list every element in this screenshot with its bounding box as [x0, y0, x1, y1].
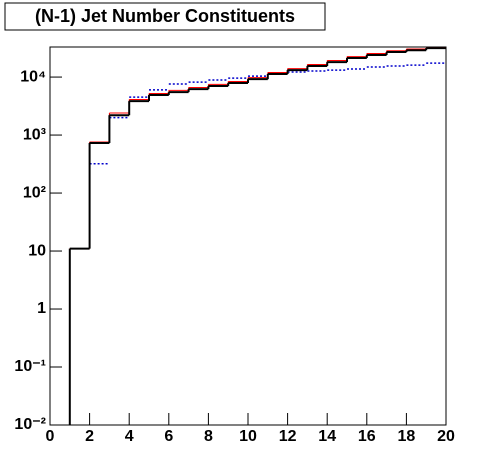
- x-tick-label: 0: [46, 428, 55, 445]
- x-tick-label: 6: [164, 428, 173, 445]
- chart-title: (N-1) Jet Number Constituents: [35, 6, 295, 26]
- x-tick-label: 10: [239, 428, 257, 445]
- y-tick-label: 10⁻²: [14, 416, 46, 433]
- x-tick-label: 4: [125, 428, 134, 445]
- x-tick-label: 20: [437, 428, 455, 445]
- y-tick-label: 1: [37, 300, 46, 317]
- plot-frame: [49, 46, 447, 426]
- y-tick-label: 10⁻¹: [14, 358, 46, 375]
- x-tick-label: 8: [204, 428, 213, 445]
- x-tick-label: 12: [279, 428, 297, 445]
- y-tick-label: 10⁴: [20, 68, 46, 85]
- x-tick-label: 2: [85, 428, 94, 445]
- y-tick-label: 10²: [23, 184, 46, 201]
- x-tick-label: 18: [398, 428, 416, 445]
- y-tick-label: 10³: [23, 126, 46, 143]
- x-tick-label: 16: [358, 428, 376, 445]
- x-tick-label: 14: [318, 428, 336, 445]
- y-tick-label: 10: [28, 242, 46, 259]
- title-box: [4, 2, 326, 31]
